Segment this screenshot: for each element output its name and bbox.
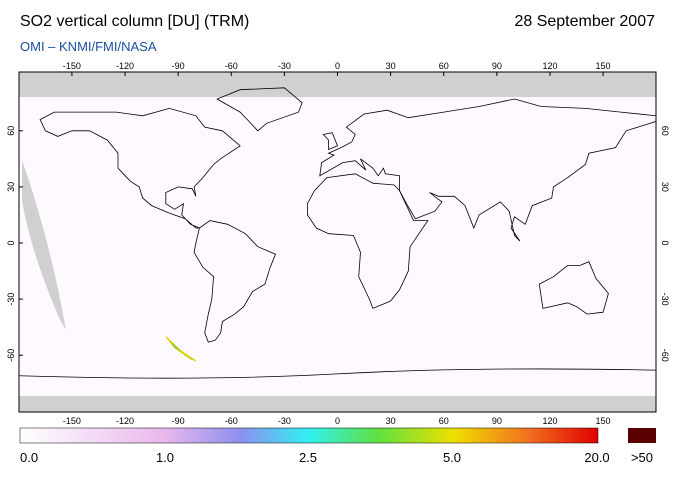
coastline <box>39 107 241 229</box>
lat-tick-label: 0 <box>660 240 670 245</box>
lon-tick-label: -30 <box>278 416 291 426</box>
lon-tick-label: 0 <box>335 416 340 426</box>
lat-tick-label: 30 <box>660 182 670 192</box>
no-data <box>19 396 656 412</box>
colorbar-label: 5.0 <box>443 450 461 465</box>
coastline <box>307 173 429 309</box>
colorbar-overflow <box>628 428 656 443</box>
coastline <box>319 98 656 242</box>
lon-tick-label: 60 <box>439 416 449 426</box>
antarctic-coast <box>19 368 656 379</box>
source: OMI – KNMI/FMI/NASA <box>20 39 157 54</box>
lon-tick-label: 30 <box>386 416 396 426</box>
lat-tick-label: -30 <box>6 293 16 306</box>
lat-tick-label: 60 <box>660 126 670 136</box>
lon-tick-label: -60 <box>225 61 238 71</box>
polar-night <box>19 72 656 97</box>
lon-tick-label: 150 <box>596 416 611 426</box>
colorbar <box>19 427 599 444</box>
lat-tick-label: 60 <box>6 126 16 136</box>
colorbar-label: 0.0 <box>20 450 38 465</box>
coastline <box>193 220 277 343</box>
no-data-swath <box>22 160 66 330</box>
coastline <box>322 132 339 151</box>
lon-tick-label: -120 <box>116 61 134 71</box>
colorbar-label: 2.5 <box>299 450 317 465</box>
title: SO2 vertical column [DU] (TRM) <box>20 13 249 30</box>
map-background <box>19 72 656 412</box>
lat-tick-label: 0 <box>6 240 16 245</box>
lon-tick-label: -60 <box>225 416 238 426</box>
lon-tick-label: -150 <box>63 416 81 426</box>
lon-tick-label: 90 <box>492 61 502 71</box>
lon-tick-label: -150 <box>63 61 81 71</box>
colorbar-label: 20.0 <box>584 450 609 465</box>
lon-tick-label: -30 <box>278 61 291 71</box>
so2-plume <box>165 336 197 362</box>
lat-tick-label: -60 <box>6 349 16 362</box>
coastline <box>216 87 303 132</box>
lon-tick-label: 90 <box>492 416 502 426</box>
date: 28 September 2007 <box>514 13 655 30</box>
lon-tick-label: 60 <box>439 61 449 71</box>
map <box>19 72 656 412</box>
lon-tick-label: 30 <box>386 61 396 71</box>
lon-tick-label: -90 <box>172 61 185 71</box>
colorbar-label: >50 <box>631 450 653 465</box>
lon-tick-label: 150 <box>596 61 611 71</box>
lat-tick-label: -60 <box>660 349 670 362</box>
lon-tick-label: 120 <box>542 416 557 426</box>
lat-tick-label: -30 <box>660 293 670 306</box>
lon-tick-label: -90 <box>172 416 185 426</box>
coastline <box>538 261 609 315</box>
colorbar-label: 1.0 <box>156 450 174 465</box>
lon-tick-label: -120 <box>116 416 134 426</box>
lon-tick-label: 0 <box>335 61 340 71</box>
lat-tick-label: 30 <box>6 182 16 192</box>
lon-tick-label: 120 <box>542 61 557 71</box>
